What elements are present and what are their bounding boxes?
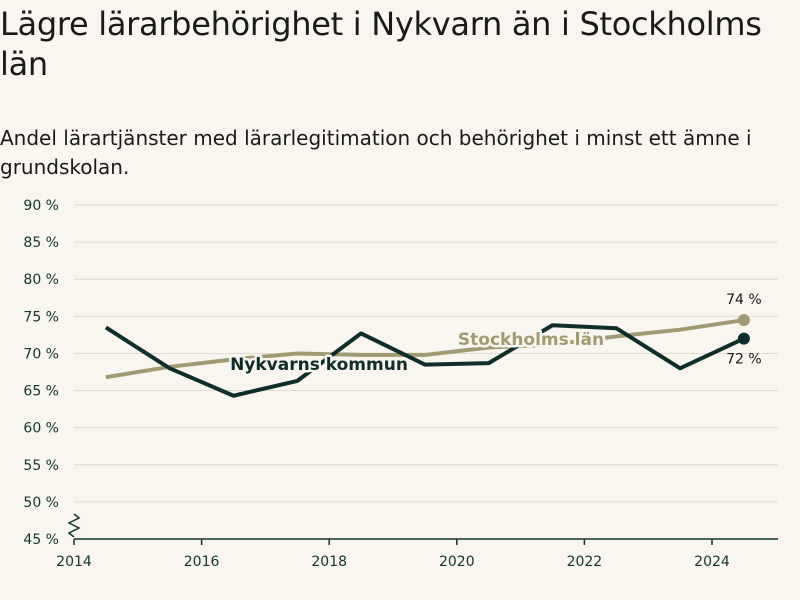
end-value-nykvarn: 72 %: [726, 352, 762, 368]
series-labels: Nykvarns kommun Stockholms län 74 % 72 %: [228, 292, 762, 377]
y-tick-label: 80 %: [23, 272, 59, 288]
y-tick-label: 70 %: [23, 346, 59, 362]
y-tick-label: 45 %: [23, 532, 59, 548]
x-tick-label: 2018: [311, 554, 347, 570]
x-tick-label: 2024: [694, 554, 730, 570]
end-value-stockholm: 74 %: [726, 292, 762, 308]
series-label-nykvarn: Nykvarns kommun: [230, 355, 408, 375]
x-axis-tick-labels: 2014 2016 2018 2020 2022 2024: [56, 554, 730, 570]
series-label-stockholm: Stockholms län: [458, 330, 604, 350]
y-tick-label: 55 %: [23, 458, 59, 474]
y-tick-label: 50 %: [23, 495, 59, 511]
y-axis-tick-labels: 45 % 50 % 55 % 60 % 65 % 70 % 75 % 80 % 85 % 90 %: [23, 198, 59, 548]
end-point-nykvarn: [737, 332, 750, 345]
series-line-nykvarn: [104, 323, 745, 398]
end-point-stockholm: [737, 314, 750, 327]
y-tick-label: 90 %: [23, 198, 59, 214]
y-tick-label: 65 %: [23, 384, 59, 400]
x-tick-label: 2022: [567, 554, 603, 570]
chart-title: Lägre lärarbehörighet i Nykvarn än i Sto…: [0, 5, 762, 83]
x-tick-label: 2016: [184, 554, 220, 570]
axis-break-icon: [67, 513, 81, 538]
y-tick-label: 85 %: [23, 235, 59, 251]
series-lines: [104, 314, 750, 398]
x-tick-label: 2014: [56, 554, 92, 570]
series-line-stockholm: [105, 318, 745, 380]
x-tick-label: 2020: [439, 554, 475, 570]
chart-subtitle: Andel lärartjänster med lärarlegitimatio…: [0, 126, 752, 179]
y-tick-label: 75 %: [23, 309, 59, 325]
x-axis: [67, 513, 778, 545]
y-tick-label: 60 %: [23, 421, 59, 437]
